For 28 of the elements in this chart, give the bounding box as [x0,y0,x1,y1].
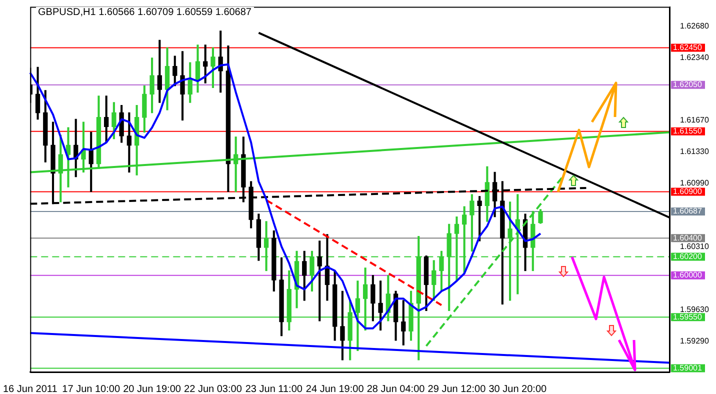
y-tick-label: 1.60310 [680,242,710,251]
x-tick-label: 20 Jun 19:00 [123,384,182,394]
y-tick-label: 1.62680 [680,22,710,31]
y-tick-label: 1.59290 [680,336,710,346]
chart-title: GBPUSD,H1 1.60566 1.60709 1.60559 1.60687 [36,7,254,18]
y-tick-label: 1.60990 [680,178,710,188]
ref-line-label: 1.60900 [673,186,702,196]
x-tick-label: 29 Jun 12:00 [428,384,486,394]
ref-line-label: 1.60400 [673,233,702,242]
ref-line-label: 1.60200 [673,252,702,261]
ref-line-label: 1.62050 [673,80,702,90]
x-tick-label: 23 Jun 11:00 [245,384,303,394]
ref-line-label: 1.59001 [673,363,702,372]
x-tick-label: 30 Jun 20:00 [488,384,548,394]
ref-line-label: 1.62450 [673,42,702,52]
x-tick-label: 22 Jun 03:00 [184,384,242,394]
x-tick-label: 17 Jun 10:00 [62,384,120,394]
ref-line-label: 1.61550 [673,126,702,136]
y-tick-label: 1.59630 [680,304,710,314]
y-tick-label: 1.61330 [680,146,710,156]
x-tick-label: 28 Jun 04:00 [366,384,426,394]
ref-line-label: 1.60000 [673,270,702,280]
ref-line-label: 1.60687 [673,206,702,216]
x-tick-label: 24 Jun 19:00 [306,384,364,394]
ref-line-label: 1.59550 [673,312,702,322]
x-tick-label: 16 Jun 2011 [2,384,58,394]
y-tick-label: 1.61670 [680,115,710,124]
y-tick-label: 1.62340 [680,53,710,62]
